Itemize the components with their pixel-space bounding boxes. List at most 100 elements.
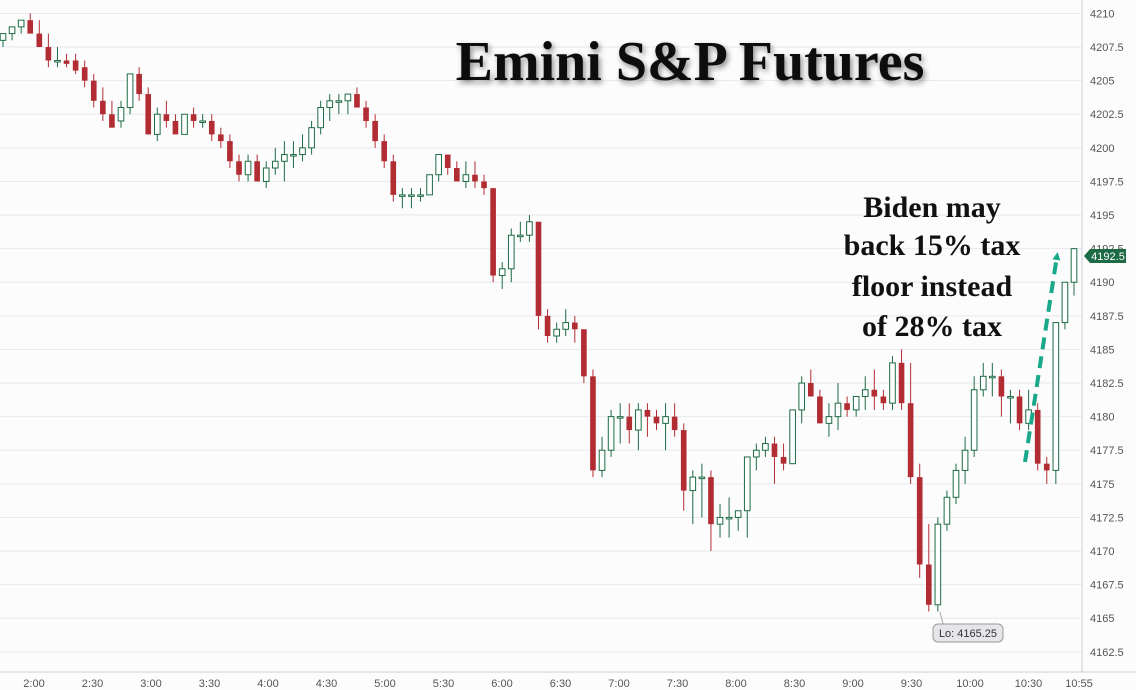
candle-body: [1052, 322, 1060, 471]
x-tick-label: 5:30: [433, 678, 454, 690]
candle: [308, 120, 315, 155]
candle-body: [871, 389, 878, 397]
axes: [0, 0, 1136, 673]
low-callout: Lo: 4165.25: [932, 611, 1004, 643]
y-tick-label: 4170: [1090, 546, 1114, 558]
candle: [1007, 389, 1014, 424]
candle-body: [562, 322, 570, 330]
candle: [526, 215, 533, 242]
candle: [153, 107, 161, 142]
candle-body: [236, 161, 242, 175]
candle: [889, 356, 896, 410]
candle: [635, 403, 642, 451]
candle: [326, 94, 334, 121]
candle: [17, 19, 25, 34]
annotation-line-4: of 28% tax: [862, 310, 1002, 343]
candle-body: [507, 234, 515, 270]
candle: [970, 376, 978, 457]
candle: [317, 100, 324, 135]
candle-body: [952, 469, 960, 498]
y-tick-label: 4200: [1090, 143, 1114, 155]
candle: [562, 309, 570, 336]
candle-body: [0, 33, 7, 41]
x-tick-label: 10:55: [1065, 678, 1093, 690]
candle: [244, 154, 252, 182]
candle: [507, 228, 515, 283]
candle-body: [590, 376, 596, 471]
candle-body: [54, 59, 61, 63]
candle: [145, 87, 152, 135]
candle: [262, 161, 270, 189]
candle-body: [961, 449, 969, 471]
y-tick-label: 4180: [1090, 412, 1114, 424]
x-tick-label: 9:30: [901, 678, 922, 690]
candle: [172, 114, 179, 135]
candle-body: [535, 221, 542, 316]
candle-body: [1043, 463, 1050, 471]
candle: [880, 389, 887, 410]
candle-body: [453, 168, 460, 182]
low-callout-leader: [939, 611, 944, 625]
candle: [299, 134, 306, 162]
candle-body: [126, 73, 134, 109]
candle-body: [834, 402, 842, 418]
candle-body: [907, 403, 914, 478]
candle: [81, 60, 88, 88]
candle-body: [734, 510, 742, 518]
candle: [8, 26, 16, 41]
candle: [126, 73, 134, 115]
candle: [290, 141, 297, 168]
candle: [725, 497, 733, 538]
candle: [907, 362, 914, 484]
candle: [453, 161, 460, 182]
candle-body: [1070, 248, 1078, 283]
candle: [753, 443, 760, 471]
candle-body: [153, 113, 161, 135]
candle: [535, 221, 542, 330]
candle: [271, 147, 279, 175]
candle-body: [689, 476, 697, 492]
candle-body: [208, 120, 215, 135]
candle: [381, 134, 388, 168]
candle-body: [317, 107, 324, 129]
last-price-label: 4192.5: [1091, 251, 1125, 263]
candle: [417, 188, 424, 202]
candle-body: [708, 477, 714, 525]
candle: [462, 161, 470, 189]
candle-body: [227, 141, 233, 162]
candle-body: [571, 322, 578, 330]
candle: [817, 389, 823, 424]
x-tick-label: 5:00: [374, 678, 395, 690]
candle: [181, 113, 188, 135]
candle: [743, 456, 751, 538]
y-tick-label: 4167.5: [1090, 580, 1124, 592]
candle: [662, 403, 669, 451]
candle-body: [553, 328, 560, 337]
candle: [281, 141, 288, 182]
candle: [834, 383, 842, 431]
candle-body: [762, 443, 769, 451]
candle: [1061, 281, 1069, 330]
candle-body: [344, 93, 352, 102]
candle-body: [326, 100, 334, 109]
candle-body: [90, 80, 97, 101]
candle-body: [363, 107, 369, 121]
candle-body: [988, 375, 996, 379]
candle: [1070, 248, 1078, 296]
y-tick-label: 4182.5: [1090, 378, 1124, 390]
candle: [109, 100, 115, 128]
candle-body: [218, 134, 224, 142]
candle-body: [335, 100, 343, 103]
candle-body: [72, 60, 79, 71]
candle-body: [1061, 281, 1069, 324]
candle-body: [45, 47, 52, 61]
candle: [680, 423, 687, 511]
candle-body: [934, 523, 942, 606]
x-tick-label: 4:30: [316, 678, 337, 690]
candle: [807, 369, 814, 397]
candle: [390, 154, 397, 202]
candle: [581, 329, 587, 384]
candle-body: [172, 120, 179, 135]
